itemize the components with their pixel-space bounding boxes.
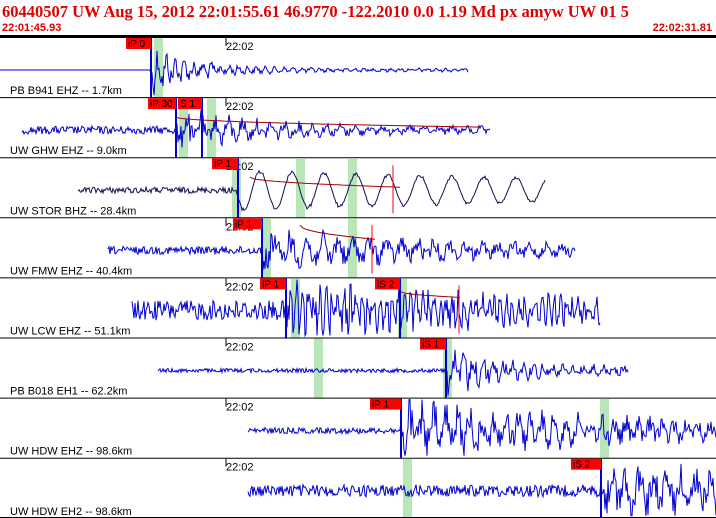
seismogram-plot: 22:02 iP 0 PB B941 EHZ -- 1.7km 22:02 iP 30 S… <box>0 37 716 518</box>
station-label: UW LCW EHZ -- 51.1km <box>10 326 130 338</box>
station-label: PB B941 EHZ -- 1.7km <box>10 85 122 97</box>
time-tick-label: 22:02 <box>226 41 254 53</box>
trace-panel-8: 22:02 iS 2 UW HDW EH2 -- 98.6km <box>0 457 716 518</box>
time-tick-label: 22:02 <box>226 342 254 354</box>
pick-window <box>291 278 300 338</box>
station-label: UW HDW EH2 -- 98.6km <box>10 506 132 518</box>
pick-label: iP 1 <box>214 159 231 170</box>
trace-panel-5: 22:02 iP 1 iS 2 UW LCW EHZ -- 51.1km <box>0 277 716 338</box>
pick-label-box <box>126 38 151 49</box>
station-label: UW HDW EHZ -- 98.6km <box>10 446 132 458</box>
pick-window <box>314 338 323 398</box>
event-header: 60440507 UW Aug 15, 2012 22:01:55.61 46.… <box>0 0 716 37</box>
start-time: 22:01:45.93 <box>2 22 62 34</box>
pick-label: iS 2 <box>573 460 591 471</box>
pick-window <box>232 158 241 218</box>
pick-label-box <box>420 338 446 350</box>
pick-label: iS 1 <box>422 340 440 351</box>
station-label: PB B018 EH1 -- 62.2km <box>10 386 127 398</box>
pick-window <box>179 98 188 158</box>
pick-label-box <box>233 218 262 230</box>
pick-label: iS 2 <box>377 279 395 290</box>
waveform <box>107 228 576 270</box>
time-tick-label: 22:02 <box>226 101 254 113</box>
pick-label-box <box>370 398 401 410</box>
pick-label-box <box>212 158 238 170</box>
pick-label-box <box>375 278 400 290</box>
pick-label-box <box>260 278 286 290</box>
pick-window <box>262 218 271 278</box>
pick-label: iP 0 <box>128 39 145 50</box>
pick-label: iP 30 <box>150 99 173 110</box>
time-tick-label: 22:02 <box>226 462 254 474</box>
waveform <box>247 463 716 517</box>
coda-fit-curve <box>399 290 461 298</box>
pick-window <box>398 278 407 338</box>
pick-label-box <box>148 98 176 110</box>
waveform <box>21 109 491 148</box>
coda-fit-curve <box>299 224 376 240</box>
coda-fit-curve <box>175 116 480 128</box>
pick-window <box>348 158 357 218</box>
pick-window <box>403 458 412 518</box>
trace-panel-7: 22:02 iP 1 UW HDW EHZ -- 98.6km <box>0 397 716 458</box>
pick-label: iP 1 <box>372 400 389 411</box>
pick-window <box>154 38 163 98</box>
pick-label: iP 1 <box>235 219 252 230</box>
end-time: 22:02:31.81 <box>652 22 712 34</box>
trace-panel-1: 22:02 iP 0 PB B941 EHZ -- 1.7km <box>0 37 716 98</box>
waveform <box>247 399 716 456</box>
station-label: UW FMW EHZ -- 40.4km <box>10 265 132 277</box>
station-label: UW STOR BHZ -- 28.4km <box>10 205 136 217</box>
pick-window <box>348 218 357 278</box>
time-tick-label: 22:02 <box>226 281 254 293</box>
event-title: 60440507 UW Aug 15, 2012 22:01:55.61 46.… <box>2 2 629 21</box>
pick-window <box>296 158 305 218</box>
waveform <box>77 169 546 212</box>
waveform <box>0 50 469 96</box>
time-tick-label: 22:02 <box>226 402 254 414</box>
pick-window <box>443 338 452 398</box>
pick-label: S 1 <box>180 99 195 110</box>
station-label: UW GHW EHZ -- 9.0km <box>10 145 127 157</box>
pick-label: iP 1 <box>262 279 279 290</box>
pick-label-box <box>178 98 202 110</box>
coda-fit-curve <box>249 176 401 188</box>
header-divider <box>0 35 716 37</box>
pick-label-box <box>571 458 601 470</box>
trace-panel-6: 22:02 iS 1 PB B018 EH1 -- 62.2km <box>0 337 716 398</box>
waveform <box>157 349 629 396</box>
pick-window <box>600 398 609 458</box>
pick-window <box>207 98 216 158</box>
waveform <box>131 279 601 338</box>
trace-panel-2: 22:02 iP 30 S 1 UW GHW EHZ -- 9.0km <box>0 97 716 158</box>
